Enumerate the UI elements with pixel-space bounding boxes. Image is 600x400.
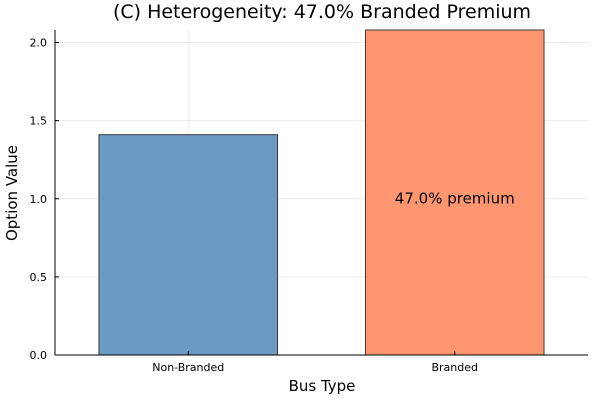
x-tick-label: Non-Branded <box>152 361 224 374</box>
y-tick-label: 1.5 <box>30 115 48 128</box>
x-tick-label: Branded <box>431 361 478 374</box>
y-tick-label: 2.0 <box>30 37 48 50</box>
annotations: 47.0% premium <box>395 189 515 207</box>
bar-non-branded <box>98 134 279 356</box>
bar-annotation: 47.0% premium <box>395 189 515 207</box>
chart-title: (C) Heterogeneity: 47.0% Branded Premium <box>113 1 531 23</box>
x-ticks: Non-Branded Branded <box>152 351 478 374</box>
x-axis-label: Bus Type <box>289 377 356 395</box>
bar-branded <box>364 29 545 356</box>
y-tick-label: 0.5 <box>30 271 48 284</box>
bars <box>98 29 545 356</box>
y-ticks: 0.0 0.5 1.0 1.5 2.0 <box>30 37 59 362</box>
y-axis-label: Option Value <box>3 145 21 241</box>
y-tick-label: 0.0 <box>30 349 48 362</box>
y-tick-label: 1.0 <box>30 193 48 206</box>
axes <box>54 30 588 356</box>
